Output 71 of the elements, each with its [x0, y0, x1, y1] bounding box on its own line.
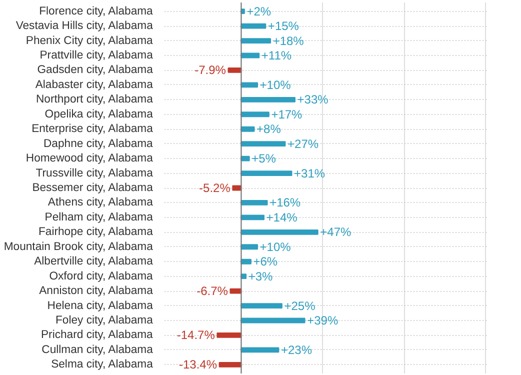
- y-tick-label: Prichard city, Alabama: [41, 329, 154, 342]
- data-label: +8%: [256, 122, 282, 136]
- data-label: +47%: [320, 225, 352, 240]
- bar: [228, 68, 242, 73]
- data-label: +14%: [266, 210, 298, 224]
- bar: [240, 112, 270, 118]
- data-label: +27%: [288, 136, 319, 151]
- y-tick-label: Opelika city, Alabama: [44, 108, 154, 120]
- y-tick-label: Foley city, Alabama: [55, 314, 154, 326]
- data-label: +10%: [260, 240, 292, 254]
- data-label: +6%: [253, 254, 278, 269]
- data-label: +25%: [284, 298, 316, 313]
- bar: [240, 214, 265, 220]
- data-label: -13.4%: [178, 358, 218, 372]
- data-label: +18%: [272, 34, 304, 48]
- bar: [240, 156, 250, 162]
- data-label: +11%: [261, 48, 292, 62]
- data-label: +15%: [268, 19, 300, 34]
- data-label: +10%: [260, 78, 292, 92]
- bar: [240, 96, 296, 102]
- data-label: +5%: [252, 152, 276, 166]
- data-label: -5.2%: [199, 181, 231, 195]
- bar: [240, 38, 272, 44]
- y-tick-label: Homewood city, Alabama: [26, 152, 154, 165]
- y-tick-label: Florence city, Alabama: [39, 5, 154, 18]
- y-tick-label: Prattville city, Alabama: [40, 50, 154, 62]
- bar: [240, 170, 292, 176]
- y-tick-label: Albertville city, Alabama: [34, 256, 154, 268]
- y-tick-label: Bessemer city, Alabama: [32, 182, 154, 194]
- bar: [240, 303, 282, 308]
- y-tick-label: Athens city, Alabama: [48, 196, 154, 209]
- bar: [240, 23, 266, 29]
- data-label: -6.7%: [196, 284, 228, 298]
- y-tick-label: Oxford city, Alabama: [49, 270, 154, 282]
- data-label: -14.7%: [176, 328, 216, 342]
- bar: [240, 258, 252, 264]
- y-tick-label: Fairhope city, Alabama: [38, 226, 154, 238]
- bar: [230, 288, 242, 294]
- bar: [240, 141, 286, 147]
- bar: [240, 82, 258, 88]
- data-label: +39%: [307, 314, 338, 328]
- y-tick-label: Enterprise city, Alabama: [32, 123, 154, 136]
- y-tick-label: Daphne city, Alabama: [44, 138, 154, 150]
- data-label: -7.9%: [194, 63, 226, 78]
- y-tick-label: Selma city, Alabama: [51, 358, 154, 371]
- y-tick-label: Helena city, Alabama: [47, 300, 154, 312]
- bar: [240, 126, 255, 132]
- data-label: +33%: [297, 92, 329, 107]
- bar: [240, 229, 318, 235]
- y-tick-label: Pelham city, Alabama: [44, 211, 154, 224]
- data-label: +23%: [280, 342, 312, 357]
- bar: [218, 362, 242, 368]
- y-tick-label: Northport city, Alabama: [36, 94, 154, 106]
- bar: [240, 347, 280, 353]
- data-label: +3%: [248, 269, 274, 284]
- y-tick-label: Cullman city, Alabama: [42, 344, 154, 356]
- y-tick-label: Alabaster city, Alabama: [35, 78, 154, 91]
- y-tick-label: Gadsden city, Alabama: [37, 64, 154, 76]
- y-tick-label: Mountain Brook city, Alabama: [4, 240, 154, 253]
- y-tick-label: Vestavia Hills city, Alabama: [16, 20, 154, 32]
- bar: [240, 318, 306, 324]
- data-label: +16%: [270, 196, 301, 210]
- y-tick-label: Trussville city, Alabama: [36, 167, 154, 180]
- bar: [240, 200, 268, 206]
- y-tick-label: Anniston city, Alabama: [39, 285, 154, 298]
- bar: [240, 244, 258, 250]
- data-label: +17%: [271, 107, 303, 122]
- y-tick-label: Phenix City city, Alabama: [26, 34, 154, 47]
- bar: [216, 332, 242, 338]
- data-label: +31%: [294, 166, 326, 180]
- data-label: +2%: [246, 4, 272, 18]
